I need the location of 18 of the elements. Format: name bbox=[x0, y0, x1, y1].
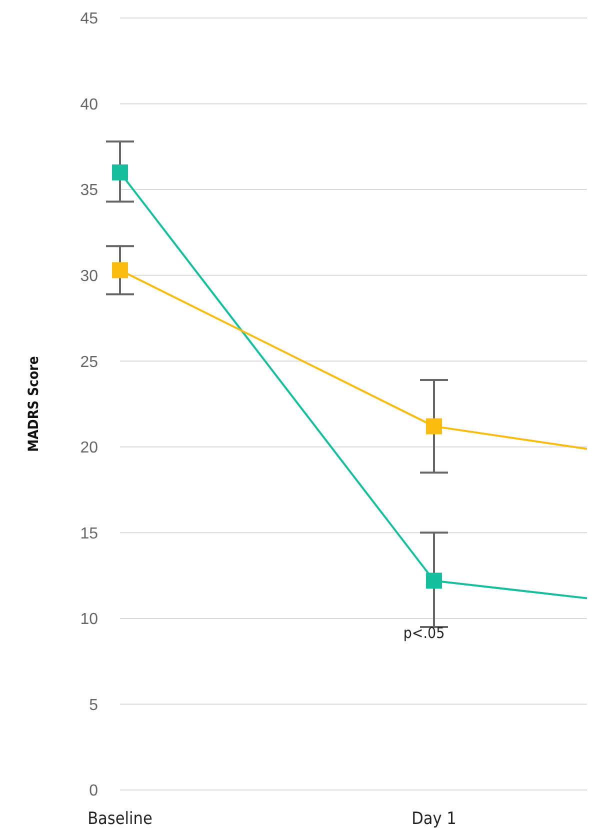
y-tick-label: 35 bbox=[80, 182, 98, 200]
annotation: p<.05 bbox=[402, 624, 446, 642]
y-tick-label: 40 bbox=[80, 96, 98, 114]
y-tick-label: 25 bbox=[80, 354, 98, 371]
y-tick-label: 15 bbox=[80, 525, 98, 542]
x-tick-label: Day 1 bbox=[412, 809, 456, 830]
y-tick-label: 10 bbox=[80, 611, 98, 628]
point bbox=[112, 262, 128, 278]
y-tick-label: 30 bbox=[80, 268, 98, 286]
point bbox=[112, 164, 128, 180]
y-tick-label: 20 bbox=[80, 440, 98, 457]
y-axis-title: MADRS Score bbox=[26, 356, 42, 452]
y-tick-label: 5 bbox=[89, 696, 98, 714]
point bbox=[426, 418, 442, 434]
y-tick-label: 0 bbox=[89, 782, 98, 800]
x-tick-label: Baseline bbox=[88, 809, 152, 830]
y-tick-label: 45 bbox=[80, 10, 98, 28]
point bbox=[426, 572, 442, 589]
